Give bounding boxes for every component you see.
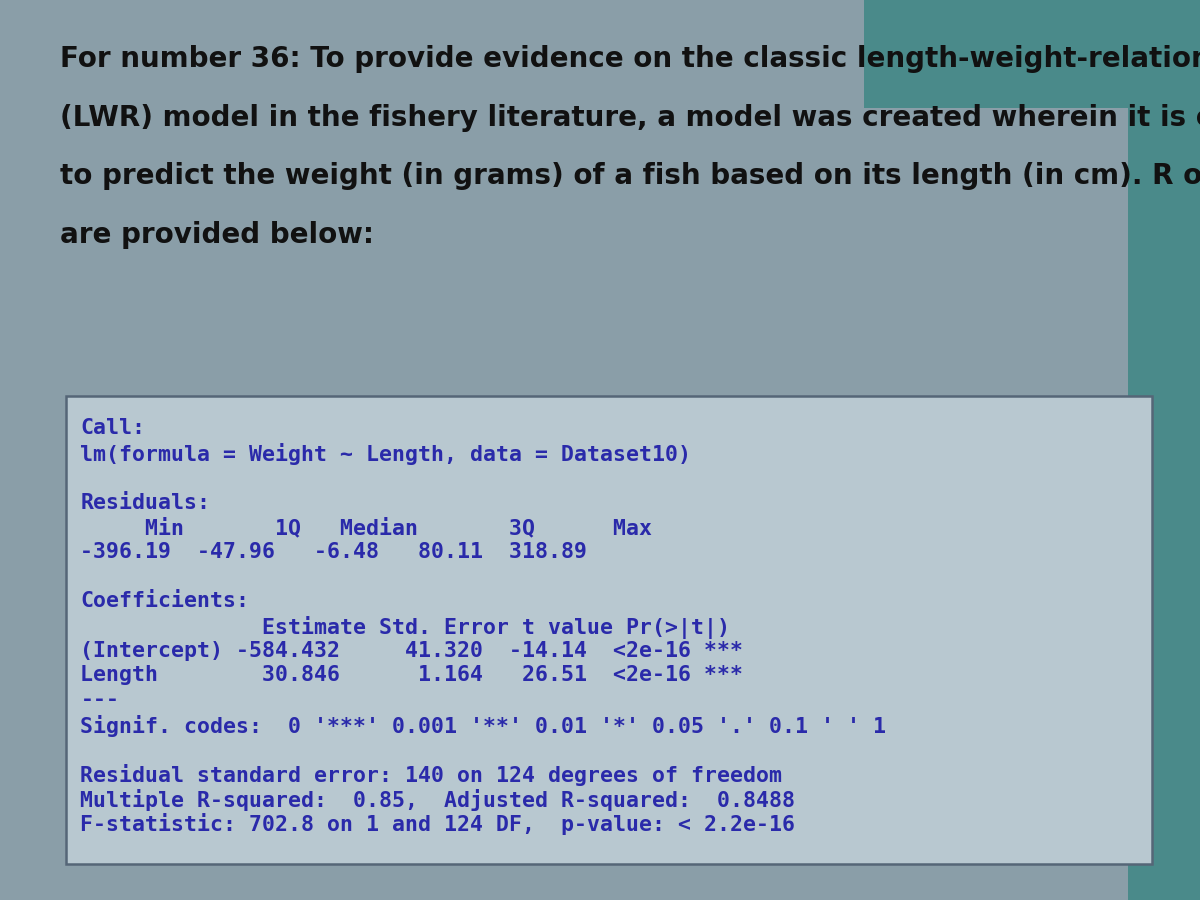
Text: to predict the weight (in grams) of a fish based on its length (in cm). R output: to predict the weight (in grams) of a fi… bbox=[60, 162, 1200, 190]
FancyBboxPatch shape bbox=[1128, 0, 1200, 900]
Text: Length        30.846      1.164   26.51  <2e-16 ***: Length 30.846 1.164 26.51 <2e-16 *** bbox=[80, 665, 744, 686]
Text: lm(formula = Weight ~ Length, data = Dataset10): lm(formula = Weight ~ Length, data = Dat… bbox=[80, 443, 691, 465]
Text: Min       1Q   Median       3Q      Max: Min 1Q Median 3Q Max bbox=[80, 518, 653, 538]
Text: Residual standard error: 140 on 124 degrees of freedom: Residual standard error: 140 on 124 degr… bbox=[80, 764, 782, 786]
Text: (Intercept) -584.432     41.320  -14.14  <2e-16 ***: (Intercept) -584.432 41.320 -14.14 <2e-1… bbox=[80, 641, 744, 661]
Text: Residuals:: Residuals: bbox=[80, 492, 210, 513]
FancyBboxPatch shape bbox=[66, 396, 1152, 864]
Text: (LWR) model in the fishery literature, a model was created wherein it is of inte: (LWR) model in the fishery literature, a… bbox=[60, 104, 1200, 131]
Text: For number 36: To provide evidence on the classic length-weight-relationship: For number 36: To provide evidence on th… bbox=[60, 45, 1200, 73]
Text: Estimate Std. Error t value Pr(>|t|): Estimate Std. Error t value Pr(>|t|) bbox=[80, 616, 731, 639]
Text: Coefficients:: Coefficients: bbox=[80, 591, 250, 611]
Text: Multiple R-squared:  0.85,  Adjusted R-squared:  0.8488: Multiple R-squared: 0.85, Adjusted R-squ… bbox=[80, 788, 796, 811]
Text: -396.19  -47.96   -6.48   80.11  318.89: -396.19 -47.96 -6.48 80.11 318.89 bbox=[80, 542, 588, 562]
FancyBboxPatch shape bbox=[864, 0, 1200, 108]
Text: are provided below:: are provided below: bbox=[60, 220, 374, 248]
Text: Call:: Call: bbox=[80, 418, 145, 438]
Text: ---: --- bbox=[80, 690, 120, 710]
Text: Signif. codes:  0 '***' 0.001 '**' 0.01 '*' 0.05 '.' 0.1 ' ' 1: Signif. codes: 0 '***' 0.001 '**' 0.01 '… bbox=[80, 715, 887, 737]
Text: F-statistic: 702.8 on 1 and 124 DF,  p-value: < 2.2e-16: F-statistic: 702.8 on 1 and 124 DF, p-va… bbox=[80, 814, 796, 835]
